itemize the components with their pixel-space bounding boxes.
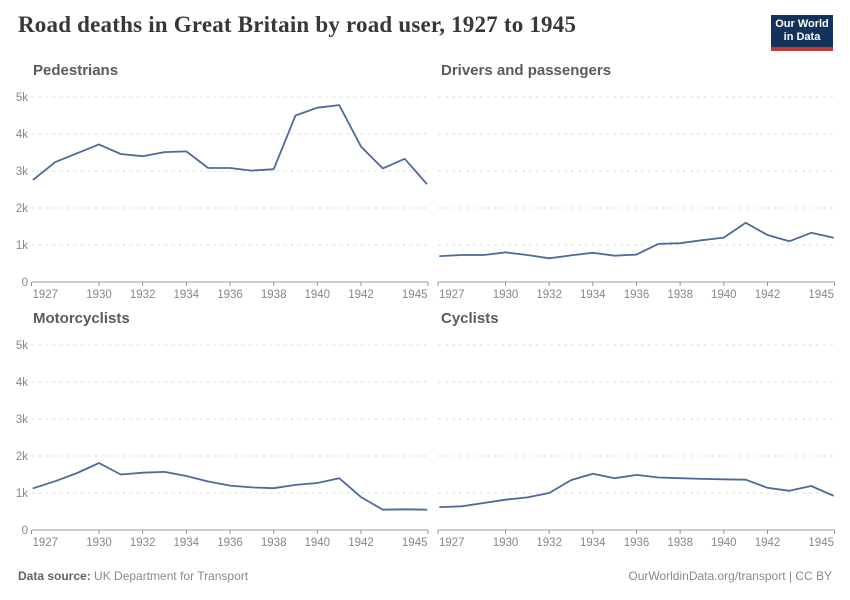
chart-title-pedestrians: Pedestrians: [33, 62, 119, 79]
svg-text:4k: 4k: [16, 377, 28, 389]
svg-text:0: 0: [22, 277, 28, 289]
svg-text:1930: 1930: [493, 537, 519, 549]
svg-text:1940: 1940: [711, 289, 737, 301]
line-chart-cyclists: 1927 1930 1932 1934 1936 1938 1940 1942 1945: [437, 344, 835, 549]
svg-text:1938: 1938: [667, 537, 693, 549]
svg-text:1934: 1934: [174, 537, 200, 549]
chart-panel-pedestrians: Pedestrians 0 1k 2k 3k 4k 5k 1927 1930 1932 1934 1…: [0, 60, 430, 310]
data-source-value: UK Department for Transport: [90, 569, 249, 583]
svg-text:1932: 1932: [130, 537, 156, 549]
svg-text:3k: 3k: [16, 166, 28, 178]
svg-text:1927: 1927: [33, 289, 59, 301]
chart-title-drivers-passengers: Drivers and passengers: [441, 62, 612, 79]
chart-panel-cyclists: Cyclists 1927 1930 1932 1934 1936 1938 1940 194…: [430, 308, 850, 558]
svg-text:1945: 1945: [402, 289, 428, 301]
svg-text:0: 0: [22, 525, 28, 537]
svg-text:1932: 1932: [536, 537, 562, 549]
svg-text:2k: 2k: [16, 203, 28, 215]
svg-text:2k: 2k: [16, 451, 28, 463]
svg-text:1945: 1945: [808, 537, 834, 549]
svg-text:1927: 1927: [439, 537, 465, 549]
svg-text:1942: 1942: [755, 289, 781, 301]
svg-text:1930: 1930: [493, 289, 519, 301]
svg-text:1934: 1934: [580, 537, 606, 549]
svg-text:1942: 1942: [755, 537, 781, 549]
svg-text:1938: 1938: [667, 289, 693, 301]
svg-text:1936: 1936: [624, 537, 650, 549]
owid-logo-line1: Our World: [775, 18, 829, 31]
svg-text:1932: 1932: [536, 289, 562, 301]
line-chart-drivers-passengers: 1927 1930 1932 1934 1936 1938 1940 1942 1945: [437, 96, 835, 301]
svg-text:1938: 1938: [261, 289, 287, 301]
svg-text:1934: 1934: [580, 289, 606, 301]
svg-text:1940: 1940: [711, 537, 737, 549]
line-chart-pedestrians: 0 1k 2k 3k 4k 5k 1927 1930 1932 1934 1936 1938 1940 1…: [16, 92, 429, 301]
svg-text:1927: 1927: [439, 289, 465, 301]
svg-text:1927: 1927: [33, 537, 59, 549]
svg-text:1942: 1942: [348, 537, 374, 549]
svg-text:1934: 1934: [174, 289, 200, 301]
svg-text:5k: 5k: [16, 92, 28, 104]
chart-title-motorcyclists: Motorcyclists: [33, 310, 130, 327]
svg-text:1936: 1936: [217, 289, 243, 301]
svg-text:1945: 1945: [402, 537, 428, 549]
svg-text:4k: 4k: [16, 129, 28, 141]
credit-link[interactable]: OurWorldinData.org/transport | CC BY: [628, 569, 832, 583]
svg-text:1942: 1942: [348, 289, 374, 301]
chart-title-cyclists: Cyclists: [441, 310, 499, 327]
svg-text:1936: 1936: [624, 289, 650, 301]
page-title: Road deaths in Great Britain by road use…: [18, 12, 577, 37]
line-chart-motorcyclists: 0 1k 2k 3k 4k 5k 1927 1930 1932 1934 1936 1938 1940 1…: [16, 340, 429, 549]
svg-text:1k: 1k: [16, 488, 28, 500]
chart-panel-drivers-passengers: Drivers and passengers 1927 1930 1932 1934 1…: [430, 60, 850, 310]
data-source-label: Data source:: [18, 569, 91, 583]
svg-text:3k: 3k: [16, 414, 28, 426]
svg-text:1930: 1930: [86, 537, 112, 549]
data-source-note: Data source: UK Department for Transport: [18, 569, 248, 583]
svg-text:5k: 5k: [16, 340, 28, 352]
chart-panel-motorcyclists: Motorcyclists 0 1k 2k 3k 4k 5k 1927 1930 1932 193…: [0, 308, 430, 558]
owid-logo-line2: in Data: [783, 31, 821, 43]
svg-text:1930: 1930: [86, 289, 112, 301]
svg-text:1940: 1940: [305, 289, 331, 301]
svg-text:1940: 1940: [305, 537, 331, 549]
svg-text:1945: 1945: [808, 289, 834, 301]
svg-text:1k: 1k: [16, 240, 28, 252]
svg-text:1932: 1932: [130, 289, 156, 301]
svg-text:1938: 1938: [261, 537, 287, 549]
svg-text:1936: 1936: [217, 537, 243, 549]
owid-logo[interactable]: Our World in Data: [771, 15, 833, 51]
